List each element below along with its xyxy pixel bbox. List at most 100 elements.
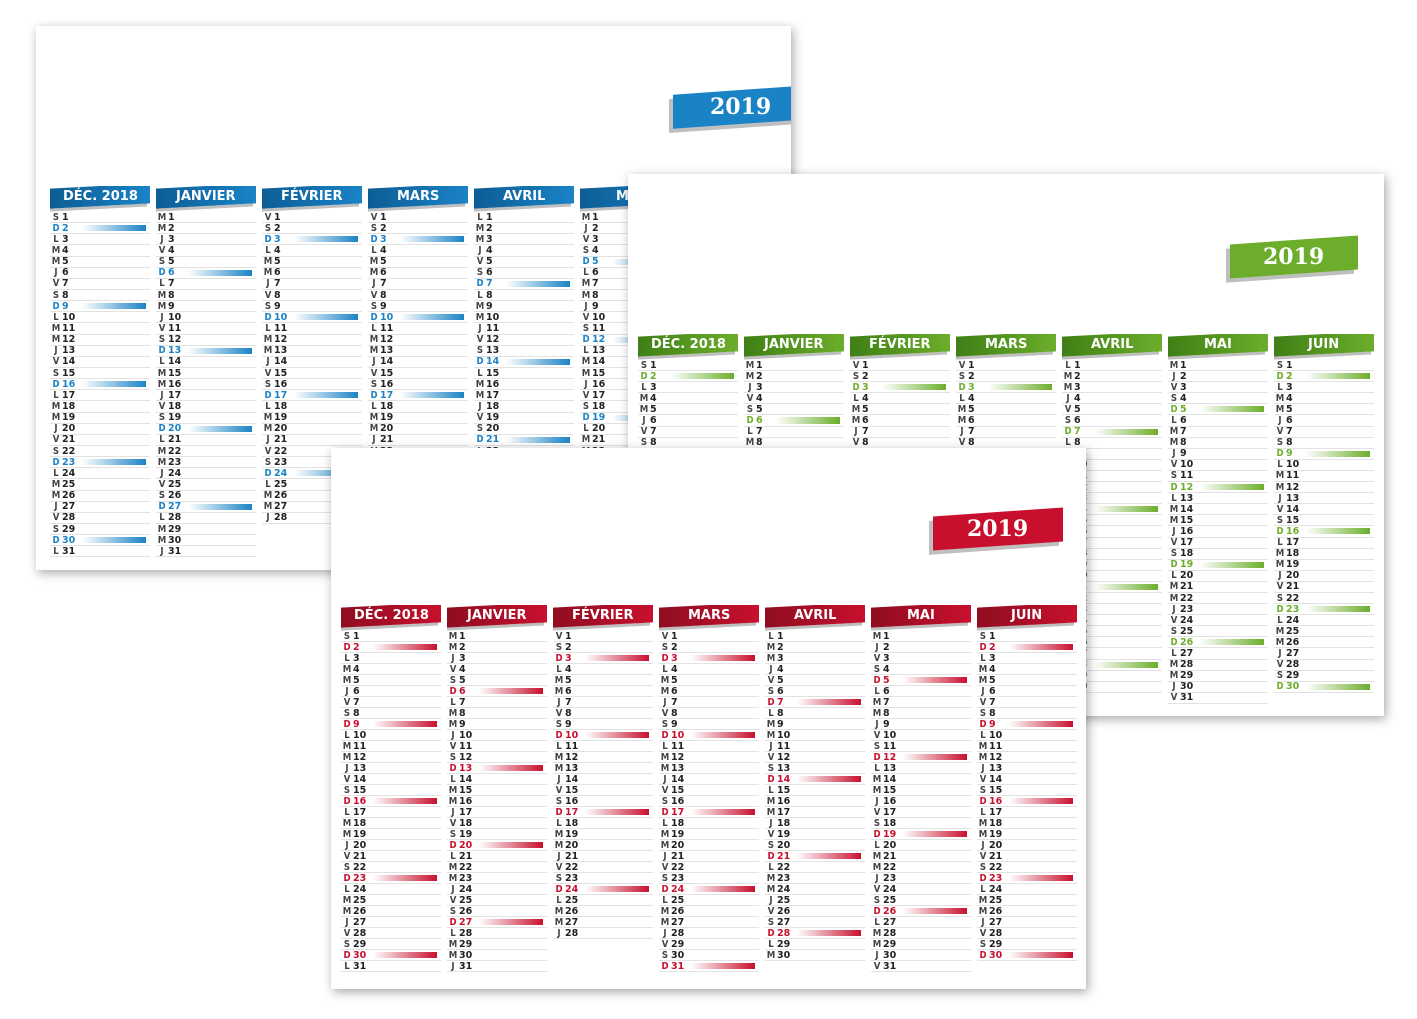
weekday-letter: M [581, 356, 591, 368]
saint-bar [82, 481, 146, 487]
saint-bar [691, 952, 755, 958]
weekday-letter: J [160, 545, 164, 557]
day-number: 23 [1180, 603, 1194, 615]
weekday-letter: M [1275, 625, 1285, 637]
saint-bar [82, 303, 146, 310]
day-number: 21 [565, 850, 579, 862]
month-header: AVRIL [765, 605, 865, 628]
day-number: 25 [353, 894, 367, 906]
saint-bar [479, 809, 543, 815]
weekday-letter: J [345, 762, 349, 774]
weekday-letter: M [263, 501, 273, 513]
day-number: 14 [486, 356, 500, 368]
day-number: 22 [777, 861, 791, 873]
day-number: 24 [1286, 614, 1300, 626]
day-number: 16 [168, 378, 182, 390]
weekday-letter: S [449, 828, 457, 840]
saint-bar [903, 809, 967, 815]
day-number: 17 [62, 389, 76, 401]
saint-bar [188, 459, 252, 465]
weekday-letter: M [745, 359, 755, 371]
day-number: 16 [1180, 525, 1194, 537]
weekday-letter: M [554, 916, 564, 928]
saint-bar [82, 236, 146, 242]
saint-bar [797, 732, 861, 738]
day-number: 28 [274, 512, 288, 524]
saint-bar [585, 820, 649, 826]
weekday-letter: V [1170, 381, 1178, 393]
saint-bar [1009, 677, 1073, 683]
day-number: 4 [353, 663, 360, 675]
year-label: 2019 [967, 516, 1029, 543]
saint-bar [797, 919, 861, 925]
weekday-letter: M [766, 641, 776, 653]
day-number: 28 [62, 512, 76, 524]
saint-bar [188, 225, 252, 231]
day-number: 8 [756, 437, 763, 449]
saint-bar [1200, 551, 1264, 557]
weekday-letter: M [448, 641, 458, 653]
day-number: 7 [1074, 426, 1081, 438]
day-number: 26 [62, 490, 76, 502]
day-number: 20 [989, 839, 1003, 851]
day-number: 5 [1074, 403, 1081, 415]
saint-bar [1200, 484, 1264, 491]
weekday-letter: M [157, 523, 167, 535]
weekday-letter: D [158, 423, 166, 435]
weekday-letter: J [54, 423, 58, 435]
weekday-letter: D [555, 652, 563, 664]
day-number: 1 [862, 359, 869, 371]
weekday-letter: D [52, 222, 60, 234]
weekday-letter: M [978, 894, 988, 906]
saint-bar [1094, 562, 1158, 568]
year-label: 2019 [709, 94, 772, 121]
saint-bar [82, 437, 146, 443]
weekday-letter: L [265, 478, 271, 490]
saint-bar [797, 677, 861, 683]
saint-bar [373, 699, 437, 705]
weekday-letter: M [1169, 359, 1179, 371]
weekday-letter: V [476, 412, 484, 424]
saint-bar [1094, 428, 1158, 435]
day-number: 6 [650, 415, 657, 427]
weekday-letter: D [158, 501, 166, 513]
day-number: 3 [989, 652, 996, 664]
saint-bar [797, 688, 861, 694]
saint-bar [373, 809, 437, 815]
weekday-letter: M [448, 872, 458, 884]
weekday-letter: J [160, 389, 164, 401]
day-number: 3 [968, 381, 975, 393]
weekday-letter: D [555, 729, 563, 741]
day-number: 15 [168, 367, 182, 379]
saint-bar [1094, 595, 1158, 601]
